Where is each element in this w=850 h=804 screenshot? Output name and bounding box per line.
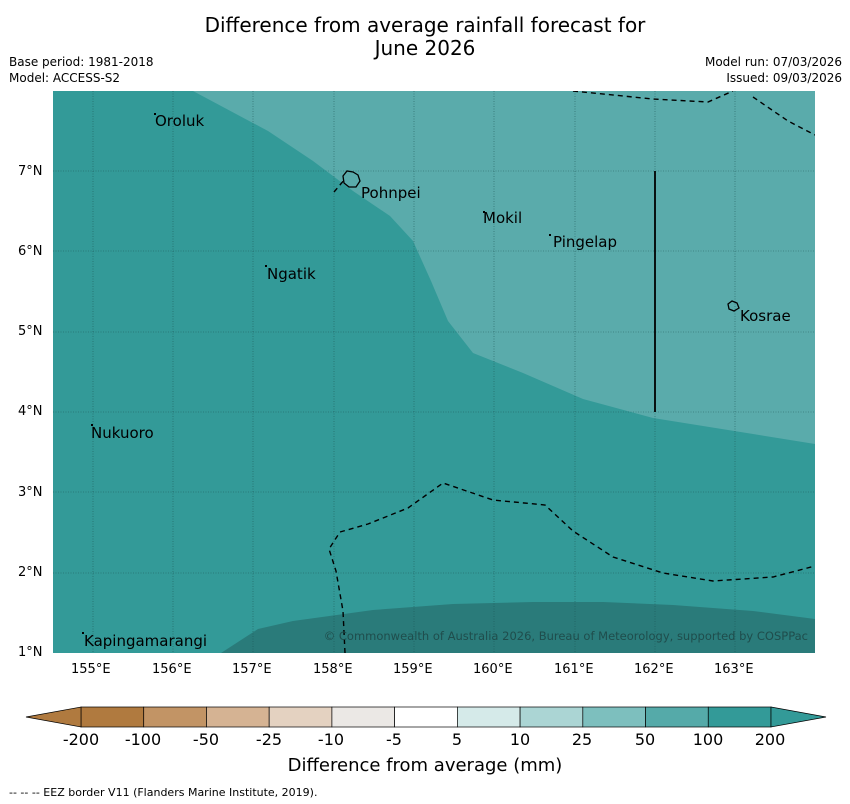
colorbar-label-25: 25 xyxy=(571,730,593,749)
lon-tick-158: 158°E xyxy=(313,662,353,677)
colorbar-segment xyxy=(331,706,395,728)
lon-tick-160: 160°E xyxy=(473,662,513,677)
kosrae-outline xyxy=(727,300,740,312)
rainfall-map: Oroluk Pohnpei Mokil Pingelap Ngatik Kos… xyxy=(53,91,815,653)
lat-tick-6n: 6°N xyxy=(18,244,43,259)
colorbar-segment xyxy=(582,706,646,728)
label-pingelap: Pingelap xyxy=(553,233,617,251)
label-oroluk: Oroluk xyxy=(155,112,204,130)
colorbar-right-arrow xyxy=(770,706,827,728)
lon-tick-157: 157°E xyxy=(232,662,272,677)
label-nukuoro: Nukuoro xyxy=(91,424,154,442)
island-markers xyxy=(82,113,551,634)
colorbar-segment xyxy=(143,706,207,728)
lon-tick-159: 159°E xyxy=(393,662,433,677)
title-line-1: Difference from average rainfall forecas… xyxy=(204,13,646,37)
lat-tick-3n: 3°N xyxy=(18,485,43,500)
colorbar-label-minus10: -10 xyxy=(317,730,345,749)
colorbar-segment xyxy=(80,706,145,728)
lat-tick-5n: 5°N xyxy=(18,324,43,339)
colorbar-segment xyxy=(457,706,521,728)
label-pohnpei: Pohnpei xyxy=(361,184,421,202)
island-outlines xyxy=(342,170,740,312)
colorbar-title: Difference from average (mm) xyxy=(287,755,563,776)
lat-tick-7n: 7°N xyxy=(18,164,43,179)
lon-tick-156: 156°E xyxy=(152,662,192,677)
colorbar-label-200: 200 xyxy=(754,730,786,749)
label-kapingamarangi: Kapingamarangi xyxy=(84,632,207,650)
base-period-text: Base period: 1981-2018 xyxy=(9,55,154,69)
colorbar-segments xyxy=(80,706,772,728)
eez-border xyxy=(328,91,815,653)
lon-tick-163: 163°E xyxy=(714,662,754,677)
kapingamarangi-marker xyxy=(82,632,84,634)
label-mokil: Mokil xyxy=(483,209,522,227)
colorbar-segment xyxy=(268,706,333,728)
label-kosrae: Kosrae xyxy=(740,307,791,325)
pingelap-marker xyxy=(549,234,551,236)
lat-tick-4n: 4°N xyxy=(18,404,43,419)
colorbar-label-minus200: -200 xyxy=(62,730,100,749)
nukuoro-marker xyxy=(91,424,93,426)
colorbar-segment xyxy=(645,706,709,728)
colorbar-label-minus5: -5 xyxy=(386,730,402,749)
eez-footnote: -- -- -- EEZ border V11 (Flanders Marine… xyxy=(9,786,318,799)
colorbar-label-minus50: -50 xyxy=(192,730,220,749)
colorbar-label-minus25: -25 xyxy=(255,730,283,749)
band-50-100 xyxy=(193,91,815,444)
colorbar-label-100: 100 xyxy=(692,730,724,749)
copyright-text: © Commonwealth of Australia 2026, Bureau… xyxy=(324,629,808,643)
issued-text: Issued: 09/03/2026 xyxy=(726,71,842,85)
lon-tick-162: 162°E xyxy=(634,662,674,677)
colorbar-segment xyxy=(394,706,458,728)
label-ngatik: Ngatik xyxy=(267,265,316,283)
colorbar-label-minus100: -100 xyxy=(124,730,162,749)
colorbar-left-arrow xyxy=(25,706,82,728)
oroluk-marker xyxy=(154,113,156,115)
mokil-marker xyxy=(483,211,485,213)
lon-tick-155: 155°E xyxy=(71,662,111,677)
lon-tick-161: 161°E xyxy=(554,662,594,677)
model-run-text: Model run: 07/03/2026 xyxy=(704,55,842,69)
colorbar xyxy=(25,706,827,728)
colorbar-segment xyxy=(707,706,772,728)
colorbar-label-5: 5 xyxy=(451,730,463,749)
title-line-2: June 2026 xyxy=(374,36,476,60)
colorbar-segment xyxy=(206,706,270,728)
colorbar-label-10: 10 xyxy=(509,730,531,749)
colorbar-segment xyxy=(519,706,584,728)
lat-tick-2n: 2°N xyxy=(18,565,43,580)
ngatik-marker xyxy=(265,265,267,267)
band-above-200 xyxy=(221,602,815,653)
colorbar-label-50: 50 xyxy=(634,730,656,749)
lat-tick-1n: 1°N xyxy=(18,645,43,660)
pohnpei-outline xyxy=(342,170,361,188)
model-text: Model: ACCESS-S2 xyxy=(9,71,121,85)
